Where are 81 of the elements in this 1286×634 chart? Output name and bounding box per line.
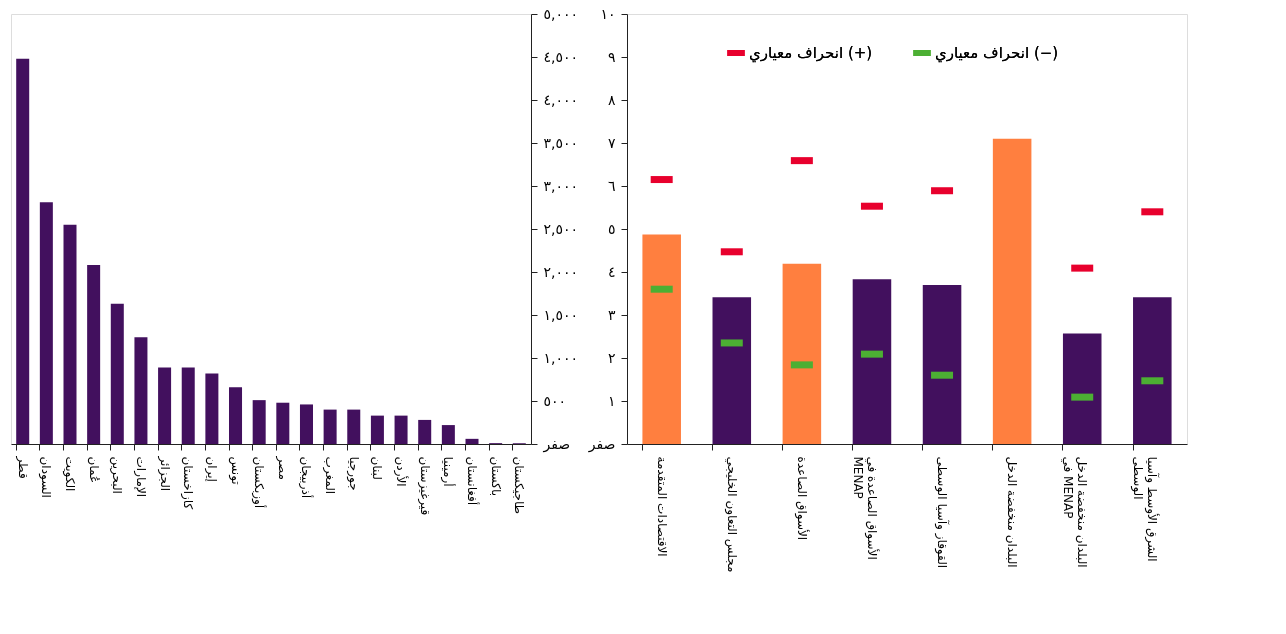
x-tick-label: البحرين — [109, 456, 125, 494]
bar — [299, 404, 313, 444]
x-tick-label: الأسواق الصاعدة — [793, 456, 810, 541]
x-tick-label: إيران — [203, 456, 219, 482]
x-tick-label: الاقتصادات المتقدمة — [654, 456, 669, 557]
y-tick-label: ٥ — [607, 220, 616, 237]
x-tick-label: تونس — [227, 456, 243, 485]
x-tick-label: لبنان — [370, 456, 385, 480]
x-tick-label: أوزبكستان — [251, 456, 268, 509]
bar — [418, 419, 432, 444]
legend-label: انحراف معياري (+) — [749, 44, 873, 63]
bar — [712, 297, 752, 444]
x-tick-label: أذربيجان — [298, 456, 315, 499]
bar — [205, 373, 219, 444]
x-tick-label: مصر — [274, 455, 290, 480]
y-tick-label: ٥,٠٠٠ — [543, 5, 579, 22]
bar — [1062, 333, 1102, 444]
bar — [394, 415, 408, 444]
bar — [992, 138, 1032, 444]
bar — [441, 425, 455, 444]
bar — [642, 234, 681, 444]
x-tick-label: الجزائر — [156, 455, 172, 492]
x-tick-label: قيرغيزستان — [416, 456, 432, 516]
bar — [347, 409, 361, 444]
y-tick-label: ٨ — [607, 91, 616, 108]
x-tick-label: طاجيكستان — [512, 456, 527, 515]
y-tick-label: ٧ — [607, 134, 616, 151]
y-tick-label: ١,٠٠٠ — [543, 349, 579, 366]
x-tick-label: الكويت — [62, 456, 77, 492]
bar — [276, 402, 290, 444]
bar — [1133, 297, 1172, 444]
x-tick-label: جورجيا — [345, 456, 361, 491]
x-tick-label: السودان — [38, 456, 54, 498]
bar — [134, 337, 148, 444]
y-tick-label: ٤,٠٠٠ — [543, 91, 579, 108]
y-tick-label: ٣,٠٠٠ — [543, 177, 579, 194]
y-tick-label: ٢ — [607, 349, 616, 366]
bar — [87, 265, 101, 444]
bar — [39, 202, 53, 444]
x-tick-label: الأردن — [393, 456, 410, 487]
y-tick-label: ١ — [607, 392, 616, 409]
bar — [922, 284, 962, 444]
bar — [158, 367, 172, 444]
y-tick-label: ٣ — [607, 306, 616, 323]
bar — [370, 415, 384, 444]
y-tick-label: ٩ — [607, 48, 616, 65]
y-tick-label: ١٠ — [600, 5, 616, 22]
bar — [852, 279, 892, 444]
x-tick-label: قطر — [14, 455, 30, 479]
bar — [110, 303, 124, 444]
y-tick-label: ٤,٥٠٠ — [543, 48, 579, 65]
bar — [782, 263, 822, 444]
x-tick-label: المغرب — [322, 456, 338, 495]
x-tick-label: البلدان منخفضة الدخل في MENAP — [1061, 456, 1090, 568]
y-tick-label: ٣,٥٠٠ — [543, 134, 579, 151]
y-tick-label: ١,٥٠٠ — [543, 306, 579, 323]
x-tick-label: أفغانستان — [465, 456, 480, 506]
y-tick-label: ٢,٠٠٠ — [543, 263, 579, 280]
bar — [323, 409, 337, 444]
x-tick-label: القوقاز وآسيا الوسطى — [934, 456, 951, 569]
y-tick-label: ٥٠٠ — [543, 392, 567, 409]
x-tick-label: باكستان — [488, 456, 503, 497]
x-tick-label: البلدان منخفضة الدخل — [1005, 456, 1020, 568]
y-tick-label: ٤ — [607, 263, 616, 280]
bar — [181, 367, 195, 444]
x-tick-label: عُمان — [86, 456, 101, 484]
bar — [229, 387, 243, 444]
y-tick-label: صفر — [542, 435, 571, 453]
bar — [16, 58, 30, 444]
bar — [63, 224, 77, 444]
x-tick-label: مجلس التعاون الخليجي — [723, 456, 739, 573]
x-tick-label: الشرق الأوسط وآسيا الوسطى — [1130, 456, 1161, 562]
y-tick-label: صفر — [587, 435, 616, 453]
legend-label: انحراف معياري (−) — [935, 44, 1059, 63]
x-tick-label: كازاخستان — [180, 456, 196, 510]
bar — [465, 438, 479, 444]
x-tick-label: الإمارات — [132, 456, 148, 498]
x-tick-label: أرمينيا — [440, 456, 457, 487]
y-tick-label: ٢,٥٠٠ — [543, 220, 579, 237]
bar — [252, 400, 266, 444]
y-tick-label: ٦ — [607, 177, 616, 194]
